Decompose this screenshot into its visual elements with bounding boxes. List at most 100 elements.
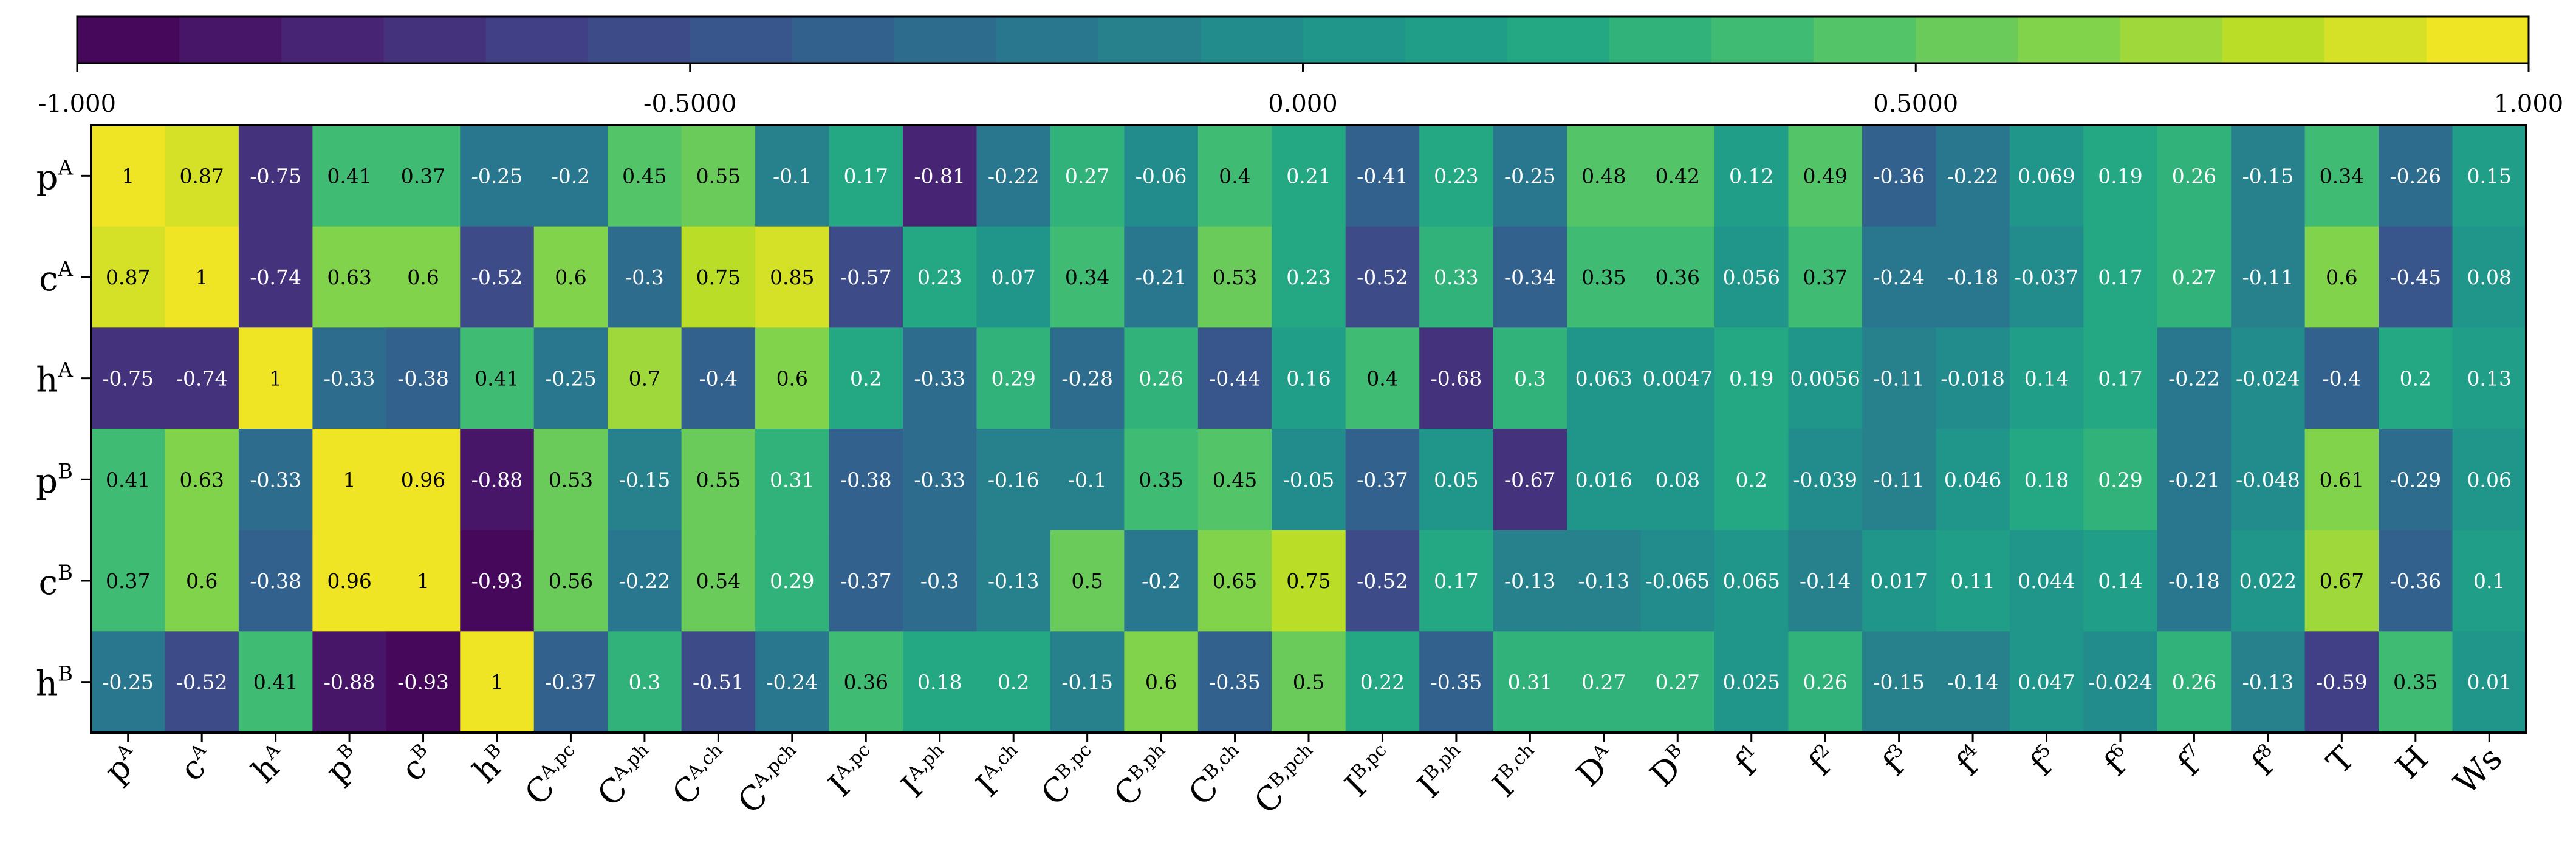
cell-value-label: 0.22 — [1360, 671, 1405, 694]
cell-value-label: 0.0056 — [1790, 367, 1860, 391]
cell-value-label: -0.22 — [2168, 367, 2220, 391]
heatmap-cell — [2379, 226, 2453, 328]
heatmap-cell — [608, 125, 682, 227]
heatmap-cell — [608, 530, 682, 632]
heatmap-cell — [1050, 327, 1125, 429]
heatmap-cell — [1567, 327, 1642, 429]
cell-value-label: -0.22 — [988, 164, 1040, 188]
cell-value-label: 0.0047 — [1643, 367, 1713, 391]
cell-value-label: 0.85 — [770, 265, 814, 289]
heatmap-cell — [1714, 530, 1789, 632]
cell-value-label: 0.87 — [106, 265, 150, 289]
cell-value-label: 0.06 — [2467, 468, 2512, 491]
cell-value-label: -0.24 — [766, 671, 818, 694]
heatmap-cell — [1345, 631, 1420, 733]
cell-value-label: -0.039 — [1793, 468, 1857, 491]
colorbar-bin — [281, 16, 384, 63]
row-tick-label: hB — [36, 662, 73, 704]
heatmap-cell — [608, 429, 682, 531]
heatmap-cell — [2009, 226, 2084, 328]
colorbar-bin — [690, 16, 793, 63]
heatmap-cell — [829, 429, 903, 531]
heatmap-cell — [2231, 226, 2306, 328]
heatmap-cell — [2452, 631, 2527, 733]
heatmap-cell — [238, 631, 313, 733]
cell-value-label: -0.37 — [545, 671, 597, 694]
heatmap-cell — [2379, 429, 2453, 531]
heatmap-cell — [2452, 327, 2527, 429]
heatmap-cell — [460, 226, 535, 328]
cell-value-label: -0.25 — [102, 671, 154, 694]
cell-value-label: 0.11 — [1950, 569, 1995, 593]
heatmap-cell — [1493, 631, 1567, 733]
cell-value-label: 0.08 — [2467, 265, 2512, 289]
cell-value-label: 1 — [491, 671, 504, 694]
cell-value-label: 0.34 — [1065, 265, 1109, 289]
heatmap-cell — [2157, 226, 2232, 328]
heatmap-cell — [165, 429, 239, 531]
cell-value-label: -0.44 — [1209, 367, 1261, 391]
heatmap-cell — [1714, 125, 1789, 227]
cell-value-label: -0.51 — [693, 671, 744, 694]
heatmap-cell — [386, 327, 461, 429]
cell-value-label: 0.6 — [407, 265, 439, 289]
cell-value-label: 1 — [417, 569, 430, 593]
heatmap-cell — [238, 429, 313, 531]
cell-value-label: 0.45 — [622, 164, 666, 188]
cell-value-label: -0.26 — [2389, 164, 2441, 188]
cell-value-label: 0.96 — [401, 468, 445, 491]
colorbar-bin — [894, 16, 997, 63]
cell-value-label: 0.022 — [2239, 569, 2297, 593]
heatmap-cell — [1640, 226, 1715, 328]
heatmap-cell — [681, 226, 756, 328]
heatmap-cell — [755, 125, 830, 227]
cell-value-label: 0.044 — [2018, 569, 2075, 593]
cell-value-label: -0.4 — [2323, 367, 2362, 391]
heatmap-cell — [1862, 429, 1936, 531]
heatmap-cell — [238, 125, 313, 227]
heatmap-cell — [1567, 226, 1642, 328]
cell-value-label: 0.19 — [1729, 367, 1773, 391]
cell-value-label: 0.5 — [1293, 671, 1324, 694]
cell-value-label: -0.13 — [1504, 569, 1556, 593]
colorbar-bin — [2018, 16, 2121, 63]
heatmap-cell — [1788, 530, 1863, 632]
column-tick-label: IB,ph — [1410, 739, 1476, 805]
heatmap-cell — [533, 125, 608, 227]
cell-value-label: -0.048 — [2236, 468, 2300, 491]
heatmap-cell — [1640, 327, 1715, 429]
heatmap-cell — [1788, 327, 1863, 429]
colorbar-bin — [1814, 16, 1916, 63]
heatmap-cell — [460, 631, 535, 733]
cell-value-label: -0.52 — [1357, 265, 1408, 289]
heatmap-cell — [829, 125, 903, 227]
cell-value-label: -0.15 — [2242, 164, 2294, 188]
heatmap-cell — [903, 530, 978, 632]
cell-value-label: -0.52 — [471, 265, 523, 289]
heatmap-cell — [1567, 125, 1642, 227]
heatmap-cell — [1640, 429, 1715, 531]
cell-value-label: 1 — [343, 468, 356, 491]
heatmap-cell — [1862, 327, 1936, 429]
cell-value-label: 0.41 — [327, 164, 371, 188]
column-tick-label: f3 — [1875, 739, 1919, 783]
heatmap-cell — [903, 631, 978, 733]
cell-value-label: -0.37 — [840, 569, 892, 593]
cell-value-label: 0.7 — [629, 367, 660, 391]
cell-value-label: -0.35 — [1431, 671, 1482, 694]
cell-value-label: 0.3 — [1514, 367, 1546, 391]
cell-value-label: 0.56 — [549, 569, 593, 593]
cell-value-label: -0.05 — [1283, 468, 1335, 491]
cell-value-label: -0.14 — [1947, 671, 1999, 694]
cell-value-label: -0.45 — [2389, 265, 2441, 289]
cell-value-label: -0.88 — [324, 671, 375, 694]
heatmap-cell — [533, 226, 608, 328]
cell-value-label: -0.33 — [914, 367, 965, 391]
column-tick-label: H — [2388, 739, 2436, 787]
cell-value-label: -0.38 — [250, 569, 301, 593]
heatmap-cell — [1050, 631, 1125, 733]
heatmap-cell — [903, 125, 978, 227]
column-tick-label: f5 — [2023, 739, 2067, 783]
heatmap-cell — [386, 226, 461, 328]
colorbar-bin — [2426, 16, 2529, 63]
